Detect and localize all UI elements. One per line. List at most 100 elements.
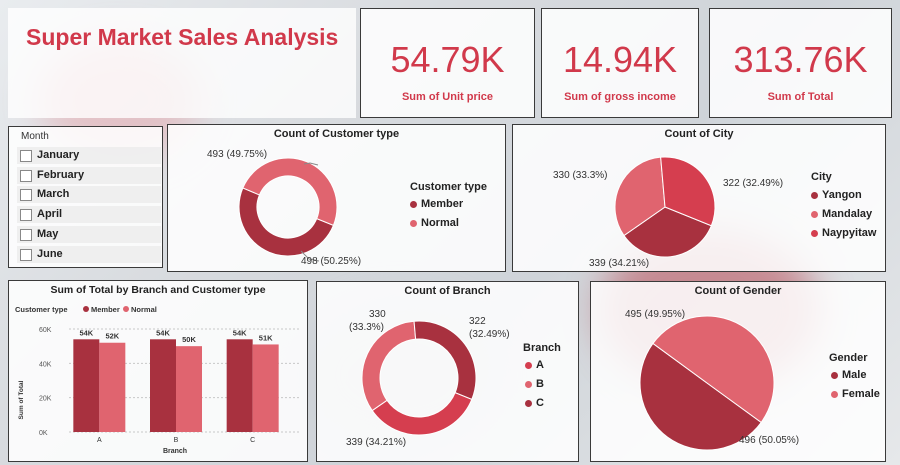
legend-item-naypyitaw[interactable]: Naypyitaw	[811, 227, 876, 239]
data-label-b-percent: (33.3%)	[349, 322, 384, 333]
slice-yangon[interactable]	[623, 206, 713, 258]
city-pie-chart: 330 (33.3%) 322 (32.49%) 339 (34.21%)	[553, 156, 783, 269]
data-label-male: 496 (50.05%)	[739, 435, 799, 446]
bar-a-normal[interactable]	[99, 342, 126, 432]
data-label: 54K	[156, 328, 170, 337]
legend-swatch	[831, 390, 838, 398]
slicer-option-june[interactable]: June	[17, 246, 161, 263]
kpi-label: Sum of Total	[767, 91, 834, 103]
data-label: 51K	[259, 333, 273, 342]
legend-item-member[interactable]: Member	[91, 305, 120, 314]
data-label-c-count: 322	[469, 316, 486, 327]
y-tick-label: 40K	[39, 361, 52, 368]
data-label: 52K	[105, 332, 119, 341]
kpi-label: Sum of Unit price	[401, 91, 494, 103]
city-pie-card[interactable]: Count of City 330 (33.3%) 322 (32.49%) 3…	[512, 124, 886, 272]
legend-item-mandalay[interactable]: Mandalay	[811, 208, 872, 220]
legend-item-a[interactable]: A	[525, 359, 544, 371]
slicer-option-may[interactable]: May	[17, 226, 161, 243]
legend-swatch	[811, 191, 818, 199]
legend-item-female[interactable]: Female	[831, 388, 880, 400]
legend-swatch-normal	[123, 306, 129, 312]
data-label-normal: 493 (49.75%)	[207, 149, 267, 160]
y-tick-label: 20K	[39, 396, 52, 403]
bars: 54K 52K 54K 50K 54K 51K	[73, 328, 279, 432]
legend-swatch	[831, 371, 838, 379]
legend-item-member[interactable]: Member	[410, 198, 463, 210]
kpi-value: 14.94K	[562, 39, 678, 80]
legend-item-c[interactable]: C	[525, 397, 544, 409]
legend-swatch	[811, 210, 818, 218]
slice-female[interactable]	[652, 315, 775, 424]
legend-item-male[interactable]: Male	[831, 369, 866, 381]
checkbox[interactable]	[20, 249, 32, 261]
data-label-female: 495 (49.95%)	[625, 309, 685, 320]
legend-title: Customer type	[15, 305, 68, 314]
checkbox[interactable]	[20, 189, 32, 201]
kpi-card-total[interactable]: 313.76K Sum of Total	[709, 8, 892, 118]
leader-line	[300, 250, 320, 262]
page-title: Super Market Sales Analysis	[26, 24, 339, 50]
chart-title: Count of Gender	[694, 285, 782, 297]
slicer-option-april[interactable]: April	[17, 206, 161, 223]
slicer-option-march[interactable]: March	[17, 186, 161, 203]
customer-type-donut-chart: 493 (49.75%) 498 (50.25%)	[207, 149, 361, 267]
legend-item-normal[interactable]: Normal	[131, 305, 157, 314]
customer-type-donut-card[interactable]: Count of Customer type 493 (49.75%) 498 …	[167, 124, 506, 272]
slicer-option-february[interactable]: February	[17, 167, 161, 184]
kpi-card-gross-income[interactable]: 14.94K Sum of gross income	[541, 8, 699, 118]
checkbox[interactable]	[20, 209, 32, 221]
gender-pie-chart: 495 (49.95%) 496 (50.05%)	[625, 309, 799, 451]
title-tile: Super Market Sales Analysis	[8, 8, 356, 118]
month-slicer[interactable]: Month January February March April May J…	[8, 126, 163, 268]
x-tick-label: B	[174, 437, 179, 444]
slice-normal[interactable]	[242, 157, 338, 227]
slicer-option-january[interactable]: January	[17, 147, 161, 164]
bar-c-member[interactable]	[226, 339, 253, 432]
y-axis: 0K 20K 40K 60K	[39, 327, 52, 437]
bar-c-normal[interactable]	[252, 344, 279, 432]
legend-swatch-member	[83, 306, 89, 312]
pie-slices	[639, 315, 775, 451]
legend-swatch	[811, 229, 818, 237]
slice-male[interactable]	[639, 342, 762, 451]
gender-pie-card[interactable]: Count of Gender 495 (49.95%) 496 (50.05%…	[590, 281, 886, 462]
donut-slices	[238, 157, 338, 257]
legend-title: Branch	[523, 342, 561, 354]
data-label: 54K	[233, 328, 247, 337]
legend-item-yangon[interactable]: Yangon	[811, 189, 862, 201]
legend-swatch	[525, 399, 532, 407]
slice-naypyitaw[interactable]	[660, 156, 716, 227]
branch-donut-chart: 330 (33.3%) 322 (32.49%) 339 (34.21%)	[346, 309, 510, 448]
slice-mandalay[interactable]	[614, 156, 666, 237]
data-label-c-percent: (32.49%)	[469, 329, 510, 340]
kpi-value: 54.79K	[390, 39, 505, 80]
donut-slices	[361, 320, 477, 436]
y-tick-label: 0K	[39, 430, 48, 437]
data-label-yangon: 339 (34.21%)	[589, 258, 649, 269]
legend-swatch	[410, 200, 417, 208]
checkbox[interactable]	[20, 170, 32, 182]
branch-bar-card[interactable]: Sum of Total by Branch and Customer type…	[8, 280, 308, 462]
data-label-a: 339 (34.21%)	[346, 437, 406, 448]
branch-donut-card[interactable]: Count of Branch 330 (33.3%) 322 (32.49%)…	[316, 281, 579, 462]
slice-c[interactable]	[413, 320, 477, 401]
slice-a[interactable]	[371, 391, 473, 436]
checkbox[interactable]	[20, 229, 32, 241]
bar-b-normal[interactable]	[176, 346, 202, 432]
legend-swatch	[525, 380, 532, 388]
chart-title: Count of Branch	[404, 285, 491, 297]
kpi-value: 313.76K	[733, 39, 868, 80]
data-label-member: 498 (50.25%)	[301, 256, 361, 267]
legend-item-b[interactable]: B	[525, 378, 544, 390]
bar-a-member[interactable]	[73, 339, 100, 432]
bar-b-member[interactable]	[150, 339, 176, 432]
slice-member[interactable]	[238, 187, 335, 257]
kpi-card-unit-price[interactable]: 54.79K Sum of Unit price	[360, 8, 535, 118]
checkbox[interactable]	[20, 150, 32, 162]
x-axis-title: Branch	[163, 448, 187, 455]
legend-swatch	[410, 219, 417, 227]
legend-item-normal[interactable]: Normal	[410, 217, 459, 229]
chart-title: Sum of Total by Branch and Customer type	[50, 284, 266, 296]
slice-b[interactable]	[361, 320, 417, 412]
